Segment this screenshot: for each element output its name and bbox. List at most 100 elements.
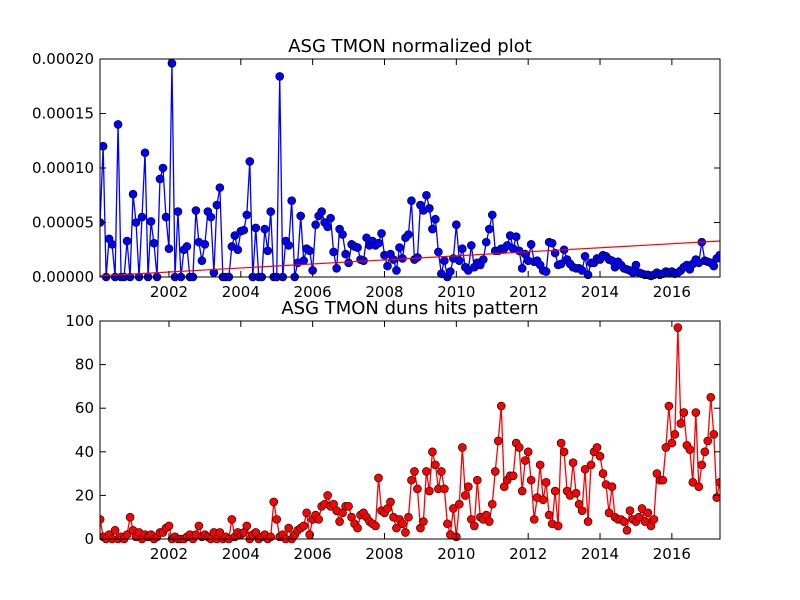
x-tick-label: 2014 xyxy=(581,545,619,563)
trend-line xyxy=(100,240,720,277)
data-point xyxy=(242,521,252,531)
data-point xyxy=(598,469,608,478)
data-point xyxy=(517,263,527,273)
data-point xyxy=(392,266,401,275)
data-point xyxy=(353,523,362,533)
data-point xyxy=(215,183,225,192)
data-point xyxy=(443,519,452,529)
data-point xyxy=(422,467,431,476)
x-tick-label: 2008 xyxy=(365,283,403,301)
data-point xyxy=(404,230,413,239)
data-point xyxy=(398,519,407,529)
data-point xyxy=(541,267,551,276)
data-point xyxy=(251,223,261,233)
y-tick-label: 0.00015 xyxy=(32,105,94,123)
data-point xyxy=(353,243,362,252)
data-point xyxy=(287,196,297,205)
data-point xyxy=(284,523,293,533)
data-point xyxy=(191,206,201,215)
y-tick-label: 0.00010 xyxy=(32,159,94,177)
data-point xyxy=(206,212,216,222)
chart-title: ASG TMON normalized plot xyxy=(288,36,532,57)
data-point xyxy=(200,240,210,249)
data-point xyxy=(140,148,150,158)
data-point xyxy=(643,508,653,518)
data-point xyxy=(296,211,305,221)
data-point xyxy=(311,220,320,229)
data-point xyxy=(583,517,593,526)
plot-area xyxy=(100,59,720,277)
data-point xyxy=(640,517,650,526)
chart-title: ASG TMON duns hits pattern xyxy=(281,298,538,319)
data-point xyxy=(131,218,141,227)
data-point xyxy=(679,408,689,417)
data-point xyxy=(332,263,341,273)
data-point xyxy=(455,499,464,509)
data-point xyxy=(407,475,416,485)
x-tick-label: 2002 xyxy=(150,283,188,301)
data-point xyxy=(425,486,434,496)
data-point xyxy=(242,210,252,220)
data-point xyxy=(182,242,192,251)
data-point xyxy=(275,72,285,81)
data-point xyxy=(508,471,518,481)
data-point xyxy=(413,484,422,494)
data-point xyxy=(595,451,605,461)
data-point xyxy=(496,401,506,411)
data-point xyxy=(688,478,698,487)
data-point xyxy=(577,266,587,275)
x-tick-label: 2016 xyxy=(653,283,691,301)
x-tick-label: 2014 xyxy=(581,283,619,301)
data-point xyxy=(284,241,293,250)
data-point xyxy=(469,521,479,531)
data-point xyxy=(517,486,527,496)
data-point xyxy=(146,217,156,226)
data-point xyxy=(158,163,168,173)
data-point xyxy=(449,504,458,513)
data-point xyxy=(212,200,222,210)
data-point xyxy=(514,443,524,452)
data-point xyxy=(395,243,404,252)
data-point xyxy=(410,467,419,476)
y-tick-label: 80 xyxy=(75,356,94,374)
data-point xyxy=(428,224,437,234)
x-tick-label: 2016 xyxy=(653,545,691,563)
data-point xyxy=(529,515,539,524)
y-tick-label: 100 xyxy=(65,312,94,330)
data-point xyxy=(335,517,344,526)
data-point xyxy=(128,189,138,199)
data-point xyxy=(481,237,491,247)
data-point xyxy=(164,244,174,253)
data-point xyxy=(434,247,443,257)
data-point xyxy=(709,261,719,271)
data-point xyxy=(455,256,464,265)
data-point xyxy=(490,467,500,476)
plot-marks xyxy=(100,59,720,282)
data-point xyxy=(383,261,392,271)
data-point xyxy=(571,488,581,498)
data-point xyxy=(467,241,476,250)
data-point xyxy=(100,141,108,151)
data-point xyxy=(538,495,548,505)
data-point xyxy=(458,244,467,253)
x-tick-label: 2012 xyxy=(509,283,547,301)
data-point xyxy=(685,445,695,454)
x-tick-label: 2012 xyxy=(509,545,547,563)
data-point xyxy=(440,256,449,265)
y-tick-label: 0.00005 xyxy=(32,214,94,232)
data-point xyxy=(664,401,674,411)
data-point xyxy=(329,247,338,257)
x-tick-label: 2004 xyxy=(222,545,260,563)
data-point xyxy=(392,523,401,533)
data-point xyxy=(386,497,395,507)
data-point xyxy=(272,515,282,524)
data-point xyxy=(568,458,578,468)
data-point xyxy=(553,521,563,531)
data-point xyxy=(227,515,237,524)
x-tick-label: 2006 xyxy=(294,545,332,563)
axes-frame xyxy=(99,320,721,540)
plot-area xyxy=(100,321,720,539)
data-point xyxy=(407,196,416,205)
data-point xyxy=(341,249,350,259)
